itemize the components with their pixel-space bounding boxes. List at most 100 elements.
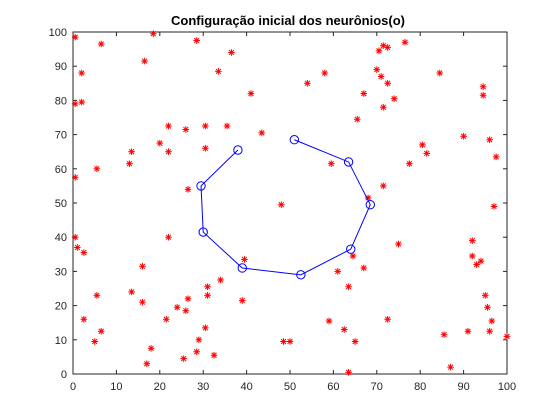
neuron-series (196, 135, 375, 280)
data-point (286, 338, 294, 345)
plot-area: 0 10 20 30 40 50 60 70 80 90 100 0 10 20 30 40 50 60 70 80… (49, 27, 517, 393)
y-axis-ticks: 0 10 20 30 40 50 60 70 80 90 100 (49, 27, 507, 381)
data-point (360, 90, 368, 97)
data-point (173, 304, 181, 311)
data-point (93, 292, 101, 299)
data-point (447, 363, 454, 371)
data-point (490, 203, 498, 210)
data-point (165, 233, 172, 241)
data-point (384, 80, 391, 87)
x-tick-label: 10 (110, 381, 122, 393)
x-tick-label: 100 (498, 381, 516, 393)
data-point (93, 165, 101, 173)
y-tick-label: 20 (55, 301, 67, 313)
y-tick-label: 0 (61, 369, 67, 381)
data-point (440, 331, 448, 338)
y-tick-label: 30 (55, 266, 67, 278)
x-tick-label: 60 (327, 381, 339, 393)
data-point (488, 317, 496, 325)
data-point (217, 276, 224, 284)
data-point (486, 327, 493, 335)
data-point (327, 160, 335, 167)
neuron-marker (343, 157, 354, 167)
data-point (71, 174, 79, 181)
data-point (97, 327, 105, 335)
data-point (419, 141, 426, 149)
data-point (340, 326, 348, 333)
data-point (193, 348, 200, 356)
neuron-marker (198, 227, 208, 237)
data-point (165, 148, 172, 155)
data-point (247, 90, 255, 97)
data-point (202, 324, 209, 332)
data-point (228, 49, 235, 56)
data-point (143, 360, 151, 368)
data-point (80, 315, 88, 323)
data-point (223, 122, 231, 130)
data-point (97, 40, 105, 48)
data-point (238, 297, 246, 304)
data-point (380, 182, 387, 190)
data-point (384, 315, 391, 323)
data-point (80, 249, 88, 256)
data-point (479, 91, 487, 99)
x-tick-label: 0 (70, 381, 76, 393)
data-point (78, 98, 85, 106)
data-point (401, 38, 409, 46)
data-point (436, 69, 444, 77)
y-tick-label: 10 (55, 335, 67, 347)
data-point (460, 133, 467, 140)
data-point (395, 240, 402, 248)
data-point (156, 139, 164, 147)
neuron-marker (346, 244, 356, 254)
neuron-connection-line (200, 139, 371, 276)
data-point (182, 126, 190, 133)
data-point (278, 201, 285, 209)
data-point (353, 115, 361, 123)
y-tick-label: 100 (49, 27, 67, 39)
data-point (351, 338, 359, 345)
data-point (349, 252, 357, 260)
data-point (210, 351, 218, 359)
chart-title: Configuração inicial dos neurônios(o) (171, 13, 405, 28)
data-point (195, 336, 203, 344)
x-tick-label: 70 (371, 381, 383, 393)
data-point (163, 315, 170, 323)
data-point (334, 268, 342, 275)
data-point (182, 307, 190, 315)
data-point (492, 153, 500, 161)
neuron-marker (196, 181, 206, 191)
data-point (479, 83, 487, 91)
data-point (345, 283, 352, 291)
x-tick-label: 80 (414, 381, 426, 393)
x-tick-label: 40 (240, 381, 252, 393)
x-tick-label: 90 (457, 381, 469, 393)
x-tick-label: 30 (197, 381, 209, 393)
y-tick-label: 60 (55, 164, 67, 176)
y-tick-label: 80 (55, 95, 67, 107)
data-point (204, 283, 211, 291)
data-point (321, 69, 329, 77)
data-point (258, 129, 266, 137)
data-point (139, 298, 146, 306)
data-point (390, 95, 398, 102)
data-point (128, 148, 135, 155)
axes-box (72, 31, 508, 375)
data-point (184, 295, 192, 303)
data-points-series (71, 30, 511, 376)
data-point (71, 33, 79, 41)
data-point (345, 368, 352, 376)
x-axis-ticks: 0 10 20 30 40 50 60 70 80 90 100 (70, 32, 516, 393)
data-point (241, 256, 248, 263)
data-point (71, 233, 79, 241)
data-point (375, 47, 383, 55)
data-point (377, 73, 385, 80)
data-point (380, 103, 387, 111)
data-point (149, 30, 157, 38)
data-point (486, 136, 493, 144)
y-tick-label: 40 (55, 232, 67, 244)
data-point (304, 80, 311, 87)
data-point (477, 257, 485, 265)
data-point (473, 261, 480, 268)
data-point (373, 66, 381, 73)
